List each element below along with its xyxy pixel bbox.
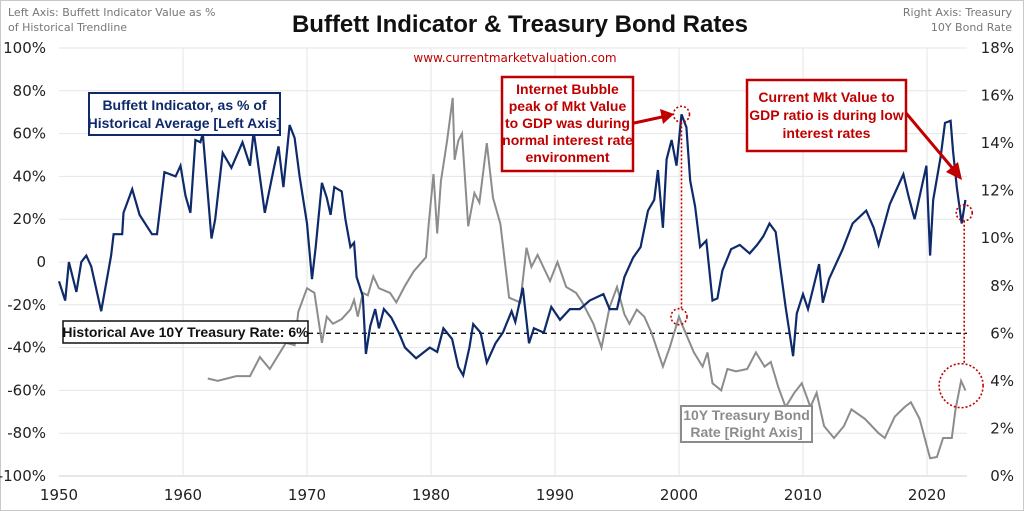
x-tick-label: 2010 <box>784 486 822 504</box>
left-axis-ticks: 100% 80% 60% 40% 20% 0 -20% -40% -60% -80% -100% <box>0 39 46 485</box>
right-tick-label: 16% <box>981 87 1014 105</box>
left-tick-label: -100% <box>0 467 46 485</box>
right-axis-note-line2: 10Y Bond Rate <box>931 21 1012 34</box>
left-tick-label: -80% <box>7 424 46 442</box>
chart-title: Buffett Indicator & Treasury Bond Rates <box>292 11 748 38</box>
annotation2-line3: interest rates <box>783 125 871 141</box>
highlight-circle <box>670 307 688 326</box>
treasury-series-label: 10Y Treasury Bond Rate [Right Axis] <box>680 405 813 443</box>
right-tick-label: 8% <box>990 277 1014 295</box>
right-tick-label: 4% <box>990 372 1014 390</box>
buffett-label-line1: Buffett Indicator, as % of <box>102 97 266 113</box>
x-tick-label: 2020 <box>908 486 946 504</box>
internet-bubble-annotation: Internet Bubble peak of Mkt Value to GDP… <box>500 75 674 173</box>
right-tick-label: 18% <box>981 39 1014 57</box>
left-tick-label: 100% <box>3 39 46 57</box>
x-tick-label: 1970 <box>288 486 326 504</box>
left-tick-label: -40% <box>7 339 46 357</box>
annotation1-arrowhead <box>660 109 674 124</box>
x-tick-label: 1990 <box>536 486 574 504</box>
right-tick-label: 0% <box>990 467 1014 485</box>
x-axis-ticks: 1950 1960 1970 1980 1990 2000 2010 2020 <box>40 486 946 504</box>
reference-label-text: Historical Ave 10Y Treasury Rate: 6% <box>62 324 309 340</box>
reference-line-label: Historical Ave 10Y Treasury Rate: 6% <box>62 320 309 344</box>
treasury-label-line2: Rate [Right Axis] <box>690 424 802 440</box>
buffett-label-line2: Historical Average [Left Axis] <box>88 115 282 131</box>
right-tick-label: 10% <box>981 229 1014 247</box>
x-tick-label: 1980 <box>412 486 450 504</box>
right-tick-label: 6% <box>990 324 1014 342</box>
left-tick-label: 60% <box>13 125 46 143</box>
annotation2-arrow <box>904 112 956 171</box>
left-axis-note-line1: Left Axis: Buffett Indicator Value as % <box>8 6 215 19</box>
highlight-markers <box>670 105 984 409</box>
annotation1-line5: environment <box>525 149 609 165</box>
source-url: www.currentmarketvaluation.com <box>413 51 616 65</box>
treasury-rate-line <box>207 97 967 460</box>
right-tick-label: 2% <box>990 419 1014 437</box>
x-tick-label: 2000 <box>660 486 698 504</box>
treasury-label-line1: 10Y Treasury Bond <box>683 407 810 423</box>
left-tick-label: 20% <box>13 210 46 228</box>
right-tick-label: 12% <box>981 182 1014 200</box>
annotation1-line1: Internet Bubble <box>516 81 619 97</box>
annotation1-line3: to GDP was during <box>505 115 630 131</box>
right-tick-label: 14% <box>981 134 1014 152</box>
annotation2-line1: Current Mkt Value to <box>758 89 894 105</box>
annotation1-line4: normal interest rate <box>502 132 633 148</box>
annotation2-line2: GDP ratio is during low <box>749 107 904 123</box>
highlight-circle <box>938 362 984 409</box>
left-tick-label: 0 <box>36 253 46 271</box>
annotation2-arrowhead <box>946 162 962 180</box>
current-valuation-annotation: Current Mkt Value to GDP ratio is during… <box>745 78 962 180</box>
annotation1-line2: peak of Mkt Value <box>509 98 627 114</box>
right-axis-ticks: 18% 16% 14% 12% 10% 8% 6% 4% 2% 0% <box>981 39 1014 485</box>
left-tick-label: -20% <box>7 296 46 314</box>
buffett-indicator-line <box>57 113 967 379</box>
left-tick-label: 80% <box>13 82 46 100</box>
buffett-series-label: Buffett Indicator, as % of Historical Av… <box>88 92 282 136</box>
left-tick-label: -60% <box>7 381 46 399</box>
right-axis-note-line1: Right Axis: Treasury <box>903 6 1013 19</box>
x-tick-label: 1960 <box>164 486 202 504</box>
left-axis-note-line2: of Historical Trendline <box>8 21 127 34</box>
left-tick-label: 40% <box>13 167 46 185</box>
annotation1-arrow <box>633 115 663 125</box>
x-tick-label: 1950 <box>40 486 78 504</box>
